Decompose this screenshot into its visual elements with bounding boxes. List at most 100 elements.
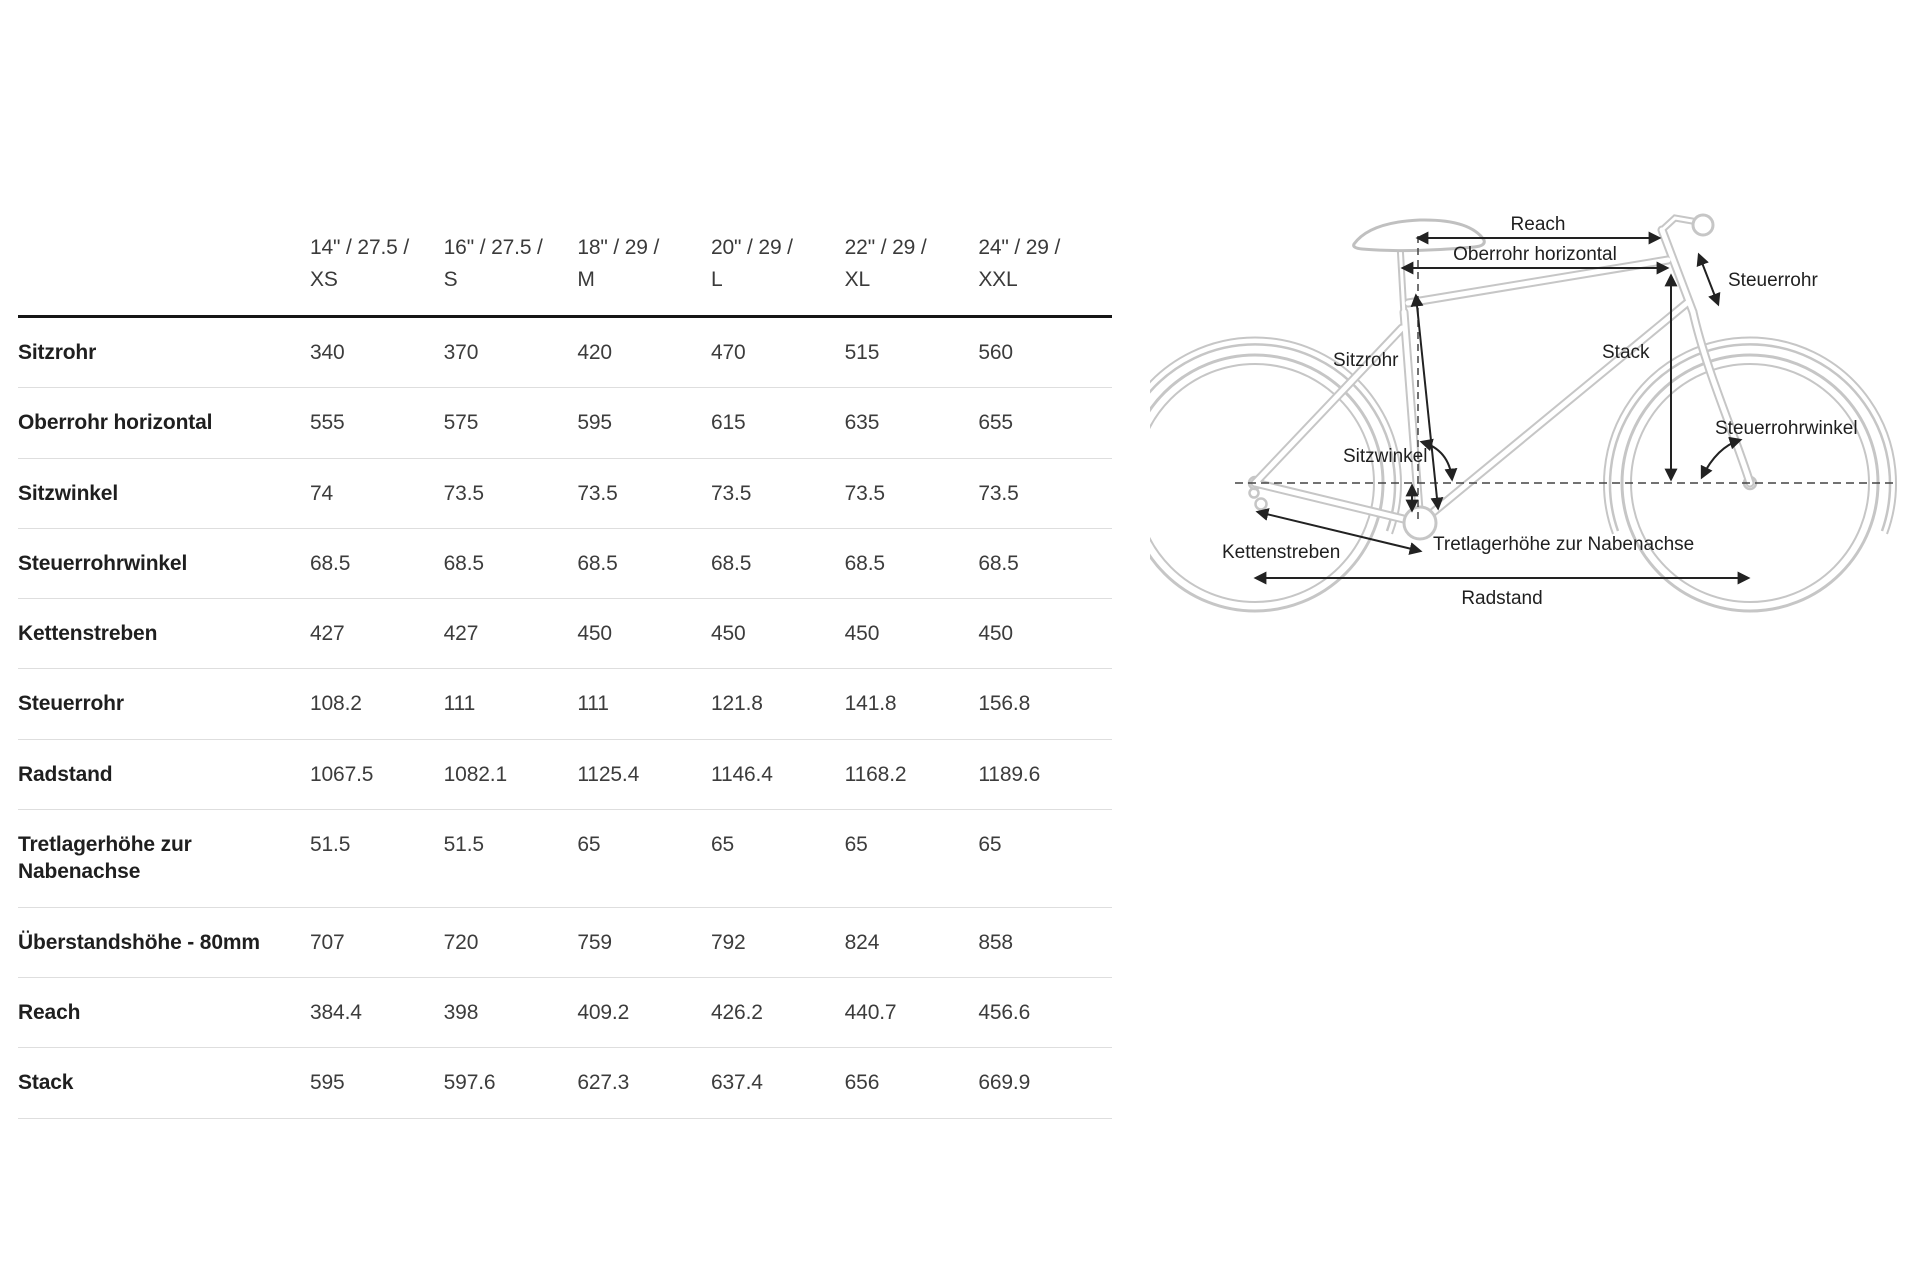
- row-value: 450: [844, 622, 880, 646]
- table-row: Sitzwinkel 74 73.5 73.5 73.5 73.5 73.5: [18, 459, 1112, 529]
- diagram-label-radstand: Radstand: [1461, 588, 1542, 609]
- row-value: 824: [844, 930, 880, 954]
- row-value: 65: [978, 833, 1002, 857]
- diagram-label-kettenstreben: Kettenstreben: [1222, 542, 1340, 563]
- column-header-l: 20" / 29 / L: [711, 232, 845, 295]
- diagram-label-sitzwinkel: Sitzwinkel: [1343, 446, 1427, 467]
- row-label: Überstandshöhe - 80mm: [18, 930, 260, 954]
- row-value: 515: [844, 341, 880, 364]
- table-row: Steuerrohr 108.2 111 111 121.8 141.8 156.8: [18, 669, 1112, 740]
- column-header-m: 18" / 29 / M: [577, 232, 711, 295]
- row-value: 111: [577, 692, 609, 716]
- row-value: 51.5: [310, 833, 351, 857]
- column-header-xl: 22" / 29 / XL: [845, 232, 979, 295]
- rear-wheel: [1108, 336, 1402, 613]
- table-row: Tretlagerhöhe zur Nabenachse 51.5 51.5 65 65…: [18, 810, 1112, 908]
- front-fender-outer: [1608, 343, 1892, 532]
- row-label: Oberrohr horizontal: [18, 411, 213, 435]
- row-value: 560: [978, 341, 1013, 364]
- bike-geometry-diagram: Reach Oberrohr horizontal Steuerrohr Sta…: [1108, 200, 1920, 680]
- row-label: Sitzrohr: [18, 341, 97, 364]
- column-header-xxl: 24" / 29 / XXL: [978, 232, 1112, 295]
- row-value: 420: [577, 341, 612, 364]
- row-value: 141.8: [844, 692, 897, 716]
- row-value: 1168.2: [844, 762, 907, 786]
- column-code-label: XL: [844, 267, 871, 291]
- row-value: 656: [844, 1071, 880, 1095]
- rear-derailleur: [1248, 487, 1260, 499]
- sitzwinkel-angle-arrow: [1419, 438, 1458, 482]
- row-value: 427: [443, 622, 479, 646]
- row-value: 669.9: [978, 1071, 1031, 1095]
- row-value: 73.5: [577, 481, 618, 505]
- row-value: 627.3: [577, 1071, 630, 1095]
- column-header-xs: 14" / 27.5 / XS: [310, 232, 444, 295]
- row-value: 615: [711, 411, 746, 435]
- handlebar-grip: [1691, 213, 1715, 237]
- column-code-label: M: [577, 267, 595, 291]
- row-value: 1125.4: [577, 762, 640, 786]
- row-value: 68.5: [443, 551, 484, 575]
- row-value: 74: [310, 481, 334, 505]
- row-value: 1082.1: [443, 762, 507, 786]
- bike-diagram-svg: Reach Oberrohr horizontal Steuerrohr Sta…: [1108, 213, 1897, 613]
- row-value: 759: [577, 930, 612, 954]
- row-label: Radstand: [18, 762, 113, 786]
- row-value: 456.6: [978, 1000, 1031, 1024]
- row-label: Sitzwinkel: [18, 481, 119, 505]
- row-value: 156.8: [978, 692, 1031, 716]
- row-value: 595: [577, 411, 612, 435]
- column-code-label: XS: [310, 267, 338, 291]
- header-spacer: [18, 232, 310, 295]
- row-value: 68.5: [577, 551, 618, 575]
- row-value: 1189.6: [978, 762, 1041, 786]
- row-value: 595: [310, 1071, 345, 1095]
- row-value: 450: [577, 622, 612, 646]
- dimension-arrows: [1253, 231, 1751, 585]
- row-value: 440.7: [844, 1000, 897, 1024]
- row-value: 398: [443, 1000, 479, 1024]
- steuerrohrwinkel-angle-arrow: [1700, 436, 1743, 480]
- row-value: 555: [310, 411, 345, 435]
- row-value: 597.6: [443, 1071, 496, 1095]
- row-value: 426.2: [711, 1000, 763, 1024]
- row-value: 655: [978, 411, 1013, 435]
- diagram-label-steuerrohrwinkel: Steuerrohrwinkel: [1715, 418, 1858, 439]
- column-size-label: 24" / 29 /: [978, 236, 1061, 259]
- column-code-label: XXL: [978, 267, 1018, 291]
- row-value: 340: [310, 341, 345, 364]
- table-row: Reach 384.4 398 409.2 426.2 440.7 456.6: [18, 978, 1112, 1049]
- row-value: 450: [978, 622, 1013, 646]
- table-row: Überstandshöhe - 80mm 707 720 759 792 824 858: [18, 908, 1112, 978]
- row-value: 73.5: [978, 481, 1019, 505]
- steuerrohr-arrow: [1696, 252, 1721, 307]
- column-size-label: 22" / 29 /: [844, 236, 927, 259]
- row-value: 121.8: [711, 692, 763, 716]
- row-value: 792: [711, 930, 746, 954]
- column-header-s: 16" / 27.5 / S: [444, 232, 578, 295]
- row-value: 635: [844, 411, 880, 435]
- row-value: 108.2: [310, 692, 362, 716]
- row-value: 68.5: [978, 551, 1019, 575]
- table-row: Stack 595 597.6 627.3 637.4 656 669.9: [18, 1048, 1112, 1119]
- column-code-label: L: [711, 267, 723, 291]
- diagram-label-oberrohr: Oberrohr horizontal: [1453, 244, 1617, 265]
- row-value: 73.5: [443, 481, 484, 505]
- row-value: 384.4: [310, 1000, 362, 1024]
- table-row: Oberrohr horizontal 555 575 595 615 635 655: [18, 388, 1112, 459]
- row-value: 637.4: [711, 1071, 763, 1095]
- table-row: Radstand 1067.5 1082.1 1125.4 1146.4 1168.2 11…: [18, 740, 1112, 811]
- rear-derailleur-pulley: [1254, 497, 1268, 511]
- row-label: Steuerrohrwinkel: [18, 551, 188, 575]
- row-label: Kettenstreben: [18, 622, 158, 646]
- row-value: 68.5: [310, 551, 351, 575]
- row-value: 65: [577, 833, 601, 857]
- row-label: Tretlagerhöhe zur Nabenachse: [18, 833, 192, 884]
- row-value: 73.5: [711, 481, 752, 505]
- column-size-label: 20" / 29 /: [711, 236, 793, 259]
- column-size-label: 18" / 29 /: [577, 236, 660, 259]
- row-value: 370: [443, 341, 479, 364]
- row-label: Stack: [18, 1071, 74, 1095]
- row-label: Steuerrohr: [18, 692, 124, 716]
- table-row: Sitzrohr 340 370 420 470 515 560: [18, 318, 1112, 389]
